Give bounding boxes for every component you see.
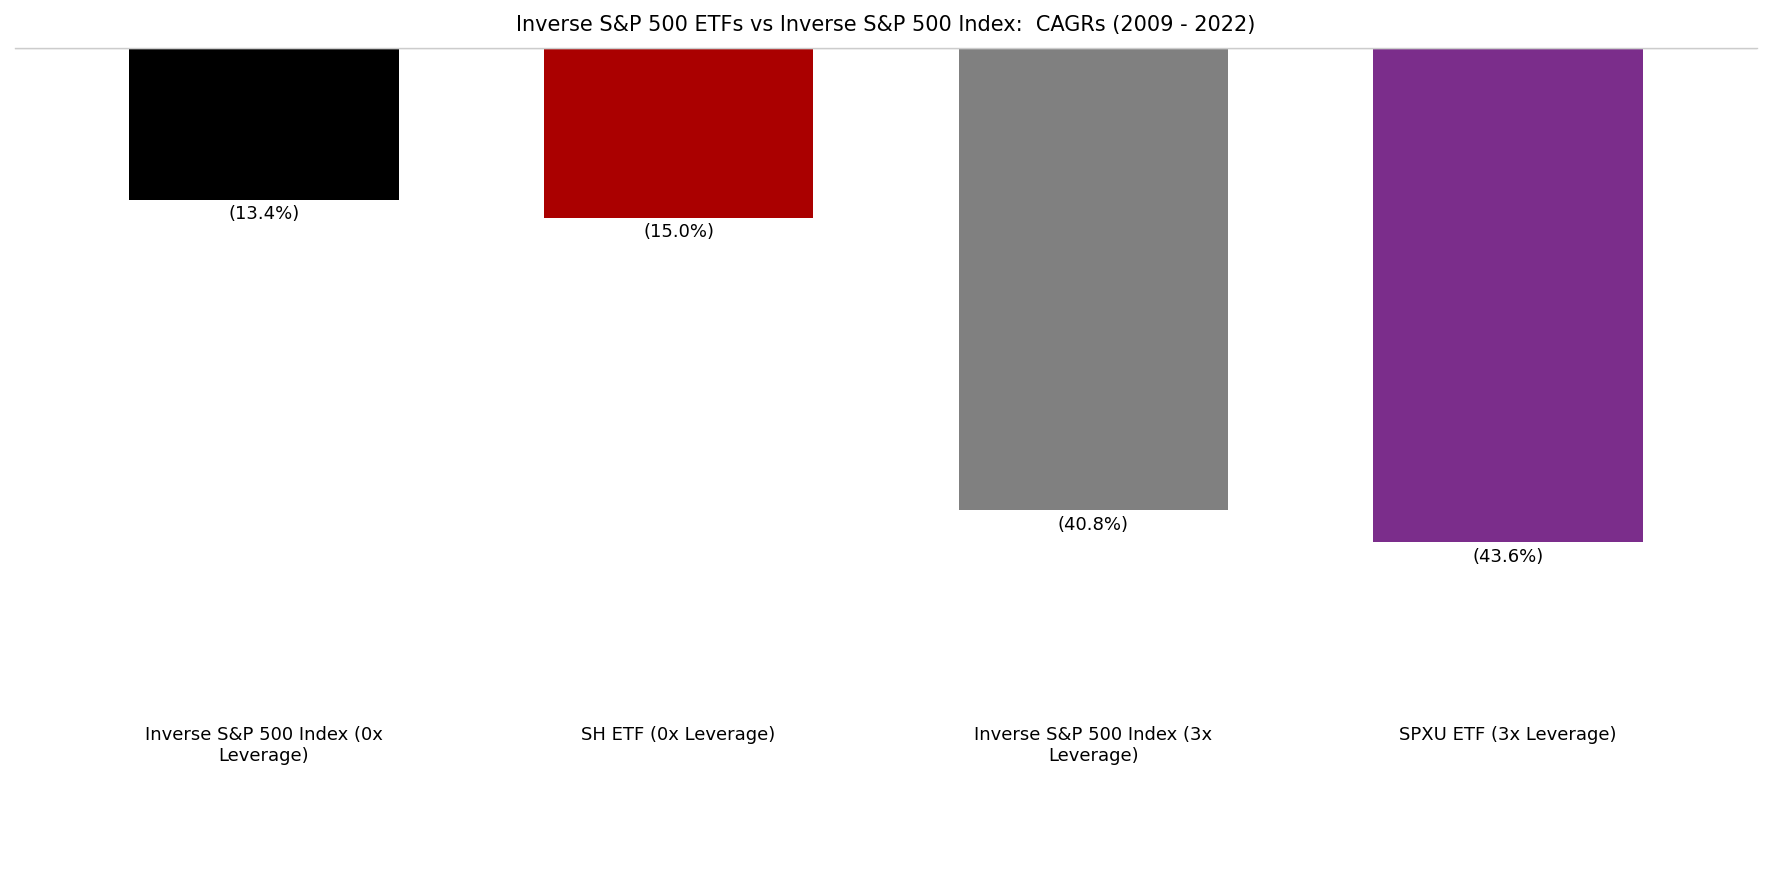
Text: (13.4%): (13.4%)	[229, 206, 299, 223]
Text: (40.8%): (40.8%)	[1058, 516, 1129, 534]
Bar	[959, 48, 1228, 510]
Text: (15.0%): (15.0%)	[643, 223, 714, 242]
Bar	[544, 48, 813, 218]
Title: Inverse S&P 500 ETFs vs Inverse S&P 500 Index:  CAGRs (2009 - 2022): Inverse S&P 500 ETFs vs Inverse S&P 500 …	[516, 15, 1256, 35]
Bar	[1373, 48, 1643, 542]
Bar	[129, 48, 399, 199]
Text: (43.6%): (43.6%)	[1473, 548, 1543, 566]
